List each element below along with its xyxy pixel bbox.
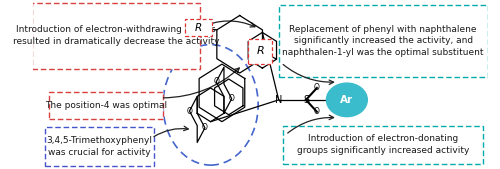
Text: Replacement of phenyl with naphthalene
significantly increased the activity, and: Replacement of phenyl with naphthalene s… [282,25,484,57]
FancyBboxPatch shape [32,3,200,69]
FancyBboxPatch shape [45,127,154,166]
Text: The position-4 was optimal: The position-4 was optimal [45,101,167,110]
Text: O: O [186,106,192,115]
FancyBboxPatch shape [278,5,488,77]
Ellipse shape [326,83,368,117]
Text: R: R [195,23,202,33]
Text: O: O [314,107,320,116]
Text: Introduction of electron-donating
groups significantly increased activity: Introduction of electron-donating groups… [297,135,470,155]
Text: O: O [202,123,208,132]
FancyBboxPatch shape [184,19,212,36]
Text: O: O [214,77,219,86]
Text: 3,4,5-Trimethoxyphenyl
was crucial for activity: 3,4,5-Trimethoxyphenyl was crucial for a… [46,136,152,157]
Text: O: O [228,94,234,103]
Text: Ar: Ar [340,95,353,105]
FancyBboxPatch shape [50,92,163,119]
Text: N: N [275,95,282,105]
FancyBboxPatch shape [248,39,272,64]
Text: Introduction of electron-withdrawing groups
resulted in dramatically decrease th: Introduction of electron-withdrawing gro… [13,26,220,46]
Text: O: O [314,83,320,92]
Text: S: S [303,95,309,105]
Text: R: R [256,46,264,56]
FancyBboxPatch shape [284,126,483,164]
